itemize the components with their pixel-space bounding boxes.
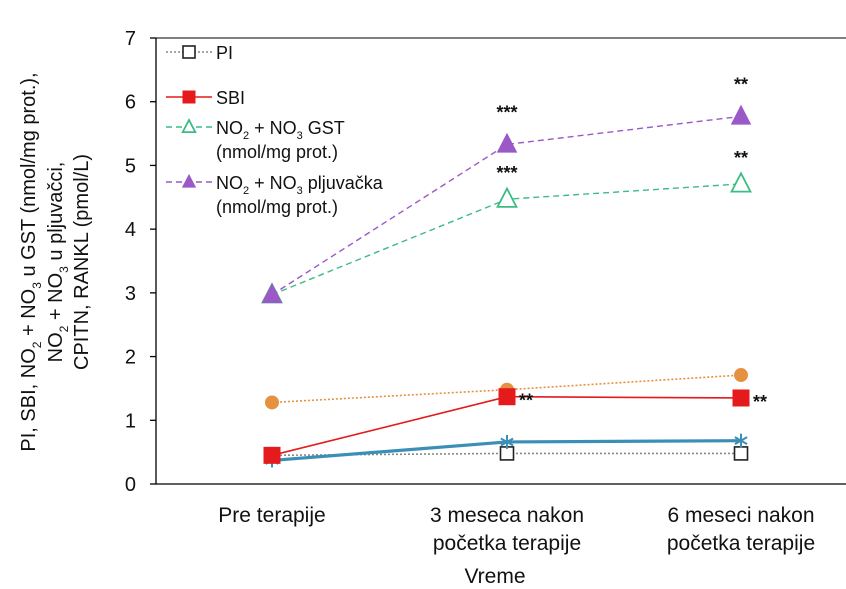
legend-marker: [182, 45, 196, 59]
x-tick-label: početka terapije: [667, 532, 815, 555]
y-tick-label: 1: [125, 410, 136, 432]
data-point-sbi: [732, 389, 750, 407]
legend-item-pi: PI: [166, 43, 233, 63]
x-tick-label: Pre terapije: [218, 504, 325, 527]
legend-item-salivary: NO2​ + NO3​ pljuvačka(nmol/mg prot.): [166, 173, 384, 217]
series-salivary: [261, 104, 752, 303]
data-point-orange: [265, 395, 279, 410]
data-point-sbi: [263, 446, 281, 464]
legend-label: PI: [216, 43, 233, 63]
legend-label: NO2​ + NO3​ GST: [216, 118, 345, 142]
significance-marker: **: [734, 148, 748, 168]
data-point-gst: [496, 186, 518, 208]
data-point-teal: [734, 433, 748, 448]
legend-label: (nmol/mg prot.): [216, 142, 338, 162]
data-point-pi: [733, 446, 749, 461]
y-axis-label-line: PI, SBI, NO2​ + NO3​ u GST (nmol/mg prot…: [18, 72, 44, 451]
plot-frame: [155, 37, 846, 485]
y-tick-label: 5: [125, 155, 136, 177]
series-line-salivary: [271, 115, 742, 296]
legend-label: SBI: [216, 88, 245, 108]
significance-marker: **: [519, 391, 533, 411]
y-tick-label: 2: [125, 347, 136, 369]
y-tick-label: 6: [125, 92, 136, 114]
significance-marker: ***: [496, 163, 517, 183]
y-tick-label: 3: [125, 283, 136, 305]
data-point-salivary: [730, 104, 752, 125]
legend-item-sbi: SBI: [166, 88, 245, 108]
legend-marker: [181, 117, 197, 134]
legend-marker: [181, 173, 197, 188]
series-layer: [261, 104, 752, 468]
significance-marker: **: [734, 74, 748, 94]
x-tick-label: 6 meseci nakon: [667, 504, 814, 527]
y-axis-label-text: NO2​ + NO3​ u pljuvačci,: [45, 162, 71, 363]
y-axis-label: PI, SBI, NO2​ + NO3​ u GST (nmol/mg prot…: [18, 72, 93, 451]
data-point-salivary: [261, 283, 283, 303]
legend-label: NO2​ + NO3​ pljuvačka: [216, 173, 384, 197]
data-point-sbi: [498, 388, 516, 406]
x-tick-label: početka terapije: [433, 532, 581, 555]
y-axis-label-line: NO2​ + NO3​ u pljuvačci,: [45, 162, 71, 363]
data-point-teal: [500, 434, 514, 449]
y-tick-label: 7: [125, 28, 136, 50]
significance-marker: **: [753, 392, 767, 412]
y-tick-label: 4: [125, 219, 136, 241]
data-point-salivary: [496, 132, 518, 153]
y-axis-label-text: CPITN, RANKL (pmol/L): [71, 154, 93, 370]
legend-marker: [182, 90, 196, 104]
x-axis-label: Vreme: [464, 565, 525, 588]
data-point-orange: [734, 368, 748, 383]
annotations: ************ **: [496, 74, 767, 412]
y-axis-label-text: PI, SBI, NO2​ + NO3​ u GST (nmol/mg prot…: [18, 72, 44, 451]
significance-marker: ***: [496, 102, 517, 122]
legend-item-gst: NO2​ + NO3​ GST(nmol/mg prot.): [166, 117, 345, 162]
y-axis-label-line: CPITN, RANKL (pmol/L): [71, 154, 93, 370]
x-axis: Pre terapije 3 meseca nakon početka terapi…: [218, 504, 815, 555]
data-point-gst: [730, 171, 752, 193]
y-tick-label: 0: [125, 474, 136, 496]
legend-label: (nmol/mg prot.): [216, 197, 338, 217]
x-tick-label: 3 meseca nakon: [430, 504, 584, 527]
y-axis: 0 1 2 3 4 5 6 7: [125, 28, 156, 496]
series-sbi: [263, 388, 750, 464]
